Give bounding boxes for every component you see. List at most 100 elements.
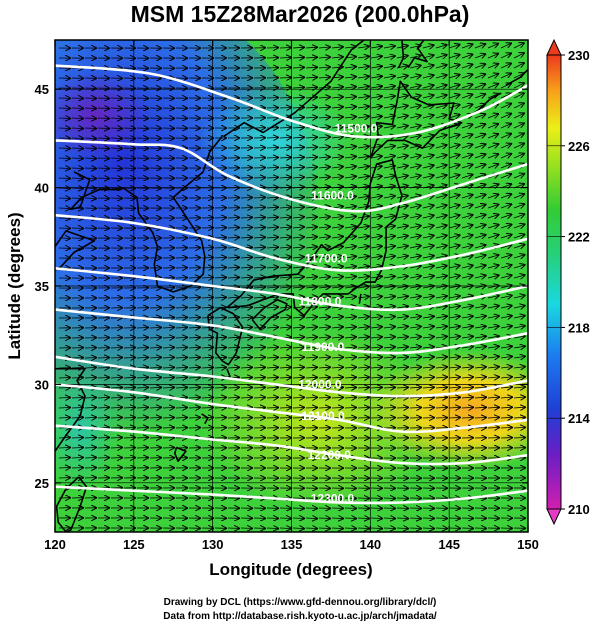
wind-arrow [240,227,252,228]
wind-arrow [370,347,382,348]
wind-arrow [318,257,330,258]
wind-arrow [370,236,382,238]
wind-arrow [448,245,460,248]
wind-arrow [344,528,356,529]
wind-arrow [318,77,330,78]
credit-data-source: Data from http://database.rish.kyoto-u.a… [163,611,437,622]
wind-arrow [461,125,472,129]
wind-arrow [435,266,447,268]
wind-arrow [123,348,135,349]
wind-arrow [331,87,343,88]
wind-arrow [331,518,343,519]
wind-arrow [448,306,460,308]
wind-arrow [500,194,511,198]
wind-arrow [461,135,472,139]
wind-arrow [71,398,83,399]
wind-arrow [279,217,291,218]
wind-arrow [513,438,525,439]
wind-arrow [240,208,252,209]
wind-arrow [396,196,408,198]
wind-arrow [253,217,265,218]
wind-arrow [344,216,356,218]
wind-arrow [84,138,96,139]
wind-arrow [214,408,226,409]
wind-arrow [344,256,356,258]
wind-arrow [305,177,317,178]
wind-arrow [513,123,524,129]
wind-arrow [422,266,434,268]
wind-arrow [461,316,473,318]
wind-arrow [487,164,498,168]
wind-arrow [513,103,524,109]
wind-arrow [97,168,109,169]
wind-arrow [149,347,161,348]
wind-arrow [71,188,83,189]
wind-arrow [422,256,434,258]
wind-arrow [279,177,291,178]
colorbar-tick-label: 222 [568,230,590,245]
wind-arrow [305,377,317,378]
wind-arrow [409,377,421,378]
wind-arrow [435,145,447,148]
contour-label: 11900.0 [302,340,345,354]
wind-arrow [331,217,343,219]
wind-arrow [123,158,135,159]
wind-arrow [318,137,330,138]
wind-arrow [253,277,265,278]
wind-arrow [487,377,499,378]
wind-arrow [422,105,434,108]
wind-arrow [409,106,421,109]
wind-arrow [149,387,161,388]
wind-arrow [409,528,421,529]
wind-arrow [123,387,135,388]
wind-arrow [292,77,304,78]
wind-arrow [448,235,460,238]
wind-arrow [214,257,226,258]
wind-arrow [370,276,382,278]
wind-arrow [279,327,291,328]
wind-arrow [305,337,317,338]
wind-arrow [448,85,460,88]
wind-arrow [513,113,524,119]
wind-arrow [305,107,317,108]
wind-arrow [318,227,330,228]
wind-arrow [500,134,511,138]
wind-arrow [500,306,512,308]
wind-arrow [175,357,187,358]
wind-arrow [240,377,252,378]
wind-arrow [435,347,447,348]
wind-arrow [240,387,252,388]
wind-arrow [422,95,434,98]
wind-arrow [110,118,122,119]
wind-arrow [266,528,278,529]
wind-arrow [357,327,369,328]
wind-arrow [474,54,485,58]
wind-arrow [500,316,512,318]
wind-arrow [435,367,447,368]
wind-arrow [162,308,174,309]
wind-arrow [448,316,460,318]
wind-arrow [331,327,343,328]
wind-arrow [331,277,343,278]
wind-arrow [201,408,213,409]
wind-arrow [370,156,382,158]
wind-arrow [97,138,109,139]
wind-arrow [240,267,252,268]
wind-arrow [240,198,252,199]
wind-arrow [474,265,486,268]
wind-arrow [279,108,291,109]
wind-arrow [474,367,486,368]
wind-arrow [123,108,135,109]
wind-arrow [240,277,252,278]
wind-arrow [305,357,317,358]
wind-arrow [188,357,200,358]
wind-arrow [58,388,70,389]
wind-arrow [461,347,473,349]
wind-arrow [279,227,291,228]
wind-arrow [305,87,317,88]
wind-arrow [149,328,161,329]
wind-arrow [344,196,356,198]
x-tick-label: 150 [517,537,539,552]
wind-arrow [487,235,499,238]
wind-arrow [84,128,96,129]
